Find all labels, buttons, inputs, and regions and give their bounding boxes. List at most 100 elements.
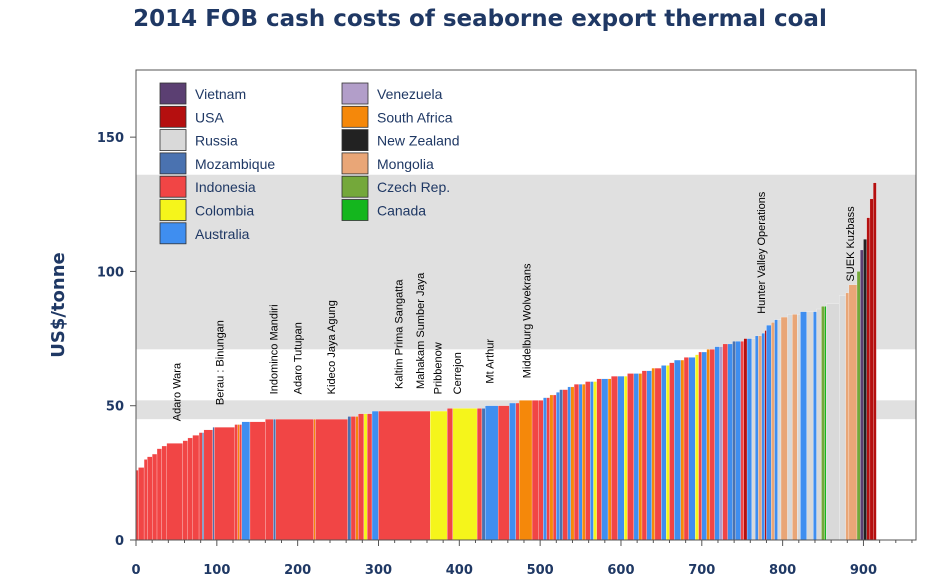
y-axis-label: US$/tonne: [48, 252, 69, 358]
bar-106: [792, 314, 798, 541]
y-tick-label: 100: [97, 265, 124, 280]
bar-34: [430, 410, 448, 541]
legend-swatch: [341, 175, 369, 198]
bar-77: [674, 359, 681, 541]
bar-107: [797, 314, 801, 541]
bar-91: [735, 341, 741, 541]
bar-47: [546, 397, 550, 541]
bar-96: [755, 335, 759, 541]
bar-35: [447, 408, 453, 541]
annotation-label: Mt Arthur: [484, 339, 496, 384]
bar-12: [202, 432, 205, 541]
bar-19: [241, 421, 251, 541]
y-tick-label: 150: [97, 131, 124, 146]
bar-92: [740, 341, 744, 541]
legend-label: USA: [195, 109, 224, 125]
bar-41: [509, 402, 517, 541]
bar-8: [182, 440, 188, 541]
bar-90: [732, 341, 736, 541]
x-tick-label: 900: [850, 563, 877, 578]
bar-95: [751, 338, 756, 541]
bar-85: [709, 349, 715, 541]
bar-56: [578, 384, 583, 541]
legend-swatch: [341, 152, 369, 175]
bar-36: [452, 408, 478, 541]
bar-80: [688, 357, 696, 541]
bar-104: [780, 316, 788, 541]
bar-20: [249, 421, 266, 541]
bar-65: [617, 376, 625, 541]
x-tick-label: 800: [769, 563, 796, 578]
legend-swatch: [159, 105, 187, 128]
bar-63: [607, 378, 612, 541]
legend-label: Australia: [195, 226, 250, 242]
bar-14: [212, 427, 215, 541]
bar-115: [839, 295, 846, 541]
y-tick-label: 50: [106, 400, 124, 415]
bar-54: [570, 386, 575, 541]
legend-swatch: [159, 199, 187, 221]
bar-10: [192, 435, 200, 541]
bar-78: [680, 359, 685, 541]
bar-52: [562, 389, 568, 541]
bar-11: [198, 432, 203, 541]
bar-21: [265, 419, 274, 541]
bar-37: [476, 408, 483, 541]
legend-swatch: [341, 199, 369, 221]
bar-120: [863, 239, 867, 541]
bar-75: [666, 365, 670, 541]
legend-label: Russia: [195, 133, 238, 149]
x-tick-label: 700: [688, 563, 715, 578]
bar-49: [552, 394, 557, 541]
bar-48: [549, 394, 554, 541]
annotation-label: Pribbenow: [433, 342, 445, 394]
bar-46: [543, 397, 547, 541]
x-tick-label: 500: [527, 563, 554, 578]
legend-label: Venezuela: [377, 86, 443, 102]
plot-frame: [135, 69, 917, 541]
annotation-label: Cerrejon: [452, 352, 464, 394]
bar-93: [743, 338, 748, 541]
plot-area: Adaro Wara Berau : Binungan Indominco Mand…: [135, 69, 917, 541]
bar-3: [147, 456, 153, 541]
bar-18: [239, 424, 243, 541]
bar-102: [774, 319, 778, 541]
legend-swatch: [159, 222, 187, 245]
legend-swatch: [159, 152, 187, 175]
bar-70: [641, 370, 647, 541]
bar-72: [651, 367, 656, 541]
x-tick-label: 600: [607, 563, 634, 578]
bar-29: [358, 413, 365, 541]
bar-82: [698, 351, 702, 541]
annotation-label: Kideco Jaya Agung: [326, 300, 338, 394]
legend-label: New Zealand: [377, 133, 460, 149]
bar-22: [273, 419, 276, 541]
x-tick-label: 400: [446, 563, 473, 578]
bar-84: [706, 349, 711, 541]
annotation-label: Mahakam Sumber Jaya: [415, 272, 427, 389]
bar-59: [590, 381, 594, 541]
bar-61: [596, 378, 602, 541]
bar-97: [758, 335, 762, 541]
chart-title: 2014 FOB cash costs of seaborne export t…: [133, 6, 827, 32]
legend-swatch: [341, 105, 369, 128]
legend-label: South Africa: [377, 109, 453, 125]
bar-44: [531, 400, 539, 541]
bar-109: [806, 311, 814, 541]
legend-swatch: [341, 82, 369, 105]
bar-43: [519, 400, 533, 541]
bar-88: [722, 343, 728, 541]
x-tick-label: 100: [203, 563, 230, 578]
bar-105: [787, 314, 793, 541]
bar-73: [654, 367, 662, 541]
legend-swatch: [341, 129, 369, 152]
bar-116: [845, 292, 850, 541]
bar-57: [582, 384, 586, 541]
bar-40: [497, 405, 510, 541]
mine-annotations: Adaro Wara Berau : Binungan Indominco Mand…: [171, 191, 856, 421]
legend-label: Mozambique: [195, 156, 275, 172]
bar-121: [866, 217, 871, 541]
legend-label: Canada: [377, 203, 426, 219]
